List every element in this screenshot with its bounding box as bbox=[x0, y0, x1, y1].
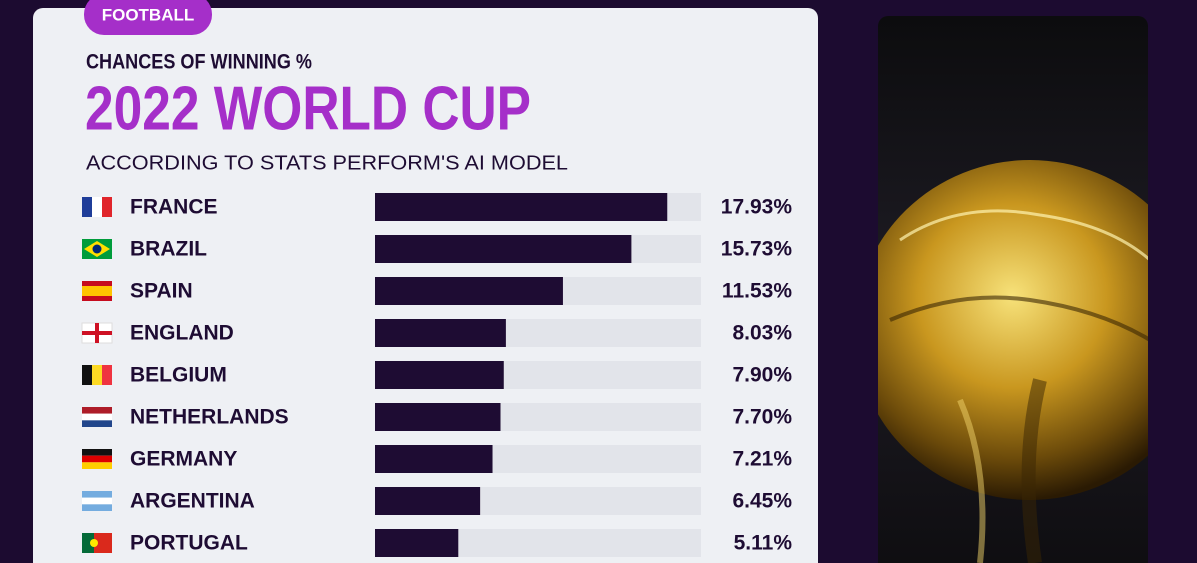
bar bbox=[375, 529, 459, 557]
bar bbox=[375, 235, 632, 263]
flag bbox=[82, 239, 112, 259]
flag bbox=[82, 449, 112, 469]
category-label: BELGIUM bbox=[130, 364, 227, 387]
kicker: CHANCES OF WINNING % bbox=[86, 51, 312, 74]
flag-stripe bbox=[92, 365, 102, 385]
value-label: 7.21% bbox=[732, 448, 792, 471]
bar bbox=[375, 487, 481, 515]
flag-stripe bbox=[82, 497, 112, 505]
bar bbox=[375, 403, 501, 431]
value-label: 17.93% bbox=[721, 196, 793, 219]
value-label: 7.70% bbox=[732, 406, 792, 429]
bar bbox=[375, 277, 563, 305]
flag-emblem bbox=[90, 539, 98, 547]
flag-stripe bbox=[82, 407, 112, 414]
category-label: BRAZIL bbox=[130, 238, 207, 261]
value-label: 15.73% bbox=[721, 238, 793, 261]
flag-stripe bbox=[102, 365, 112, 385]
category-label: PORTUGAL bbox=[130, 532, 248, 555]
flag bbox=[81, 322, 113, 344]
flag-stripe bbox=[92, 197, 102, 217]
category-label: FRANCE bbox=[130, 196, 218, 219]
flag-globe bbox=[92, 244, 102, 254]
flag-stripe bbox=[82, 491, 112, 498]
flag-stripe bbox=[82, 455, 112, 463]
flag-stripe bbox=[82, 449, 112, 456]
chart-title: 2022 WORLD CUP bbox=[85, 74, 531, 143]
flag bbox=[82, 491, 112, 511]
category-label: GERMANY bbox=[130, 448, 237, 471]
flag-stripe bbox=[82, 197, 92, 217]
value-label: 6.45% bbox=[732, 490, 792, 513]
flag bbox=[82, 281, 112, 301]
category-label: ENGLAND bbox=[130, 322, 234, 345]
flag bbox=[82, 533, 112, 553]
tag-pill bbox=[84, 0, 212, 35]
flag-stripe bbox=[102, 197, 112, 217]
flag-stripe bbox=[82, 462, 112, 469]
flag bbox=[82, 365, 112, 385]
value-label: 8.03% bbox=[732, 322, 792, 345]
value-label: 5.11% bbox=[734, 532, 793, 555]
flag-cross bbox=[82, 331, 112, 335]
trophy-image bbox=[878, 16, 1148, 563]
flag-stripe bbox=[82, 365, 92, 385]
value-label: 7.90% bbox=[732, 364, 792, 387]
bar bbox=[375, 361, 504, 389]
bar bbox=[375, 319, 506, 347]
bar bbox=[375, 193, 668, 221]
flag bbox=[82, 197, 112, 217]
category-label: NETHERLANDS bbox=[130, 406, 289, 429]
tag: FOOTBALL bbox=[102, 5, 195, 24]
flag-stripe bbox=[82, 286, 112, 296]
subtitle: ACCORDING TO STATS PERFORM'S AI MODEL bbox=[86, 152, 568, 174]
flag-stripe bbox=[82, 413, 112, 421]
flag-field bbox=[82, 533, 94, 553]
flag-stripe bbox=[82, 504, 112, 511]
category-label: ARGENTINA bbox=[130, 490, 255, 513]
bar bbox=[375, 445, 493, 473]
flag bbox=[82, 407, 112, 427]
value-label: 11.53% bbox=[722, 280, 792, 303]
flag-stripe bbox=[82, 420, 112, 427]
category-label: SPAIN bbox=[130, 280, 193, 303]
